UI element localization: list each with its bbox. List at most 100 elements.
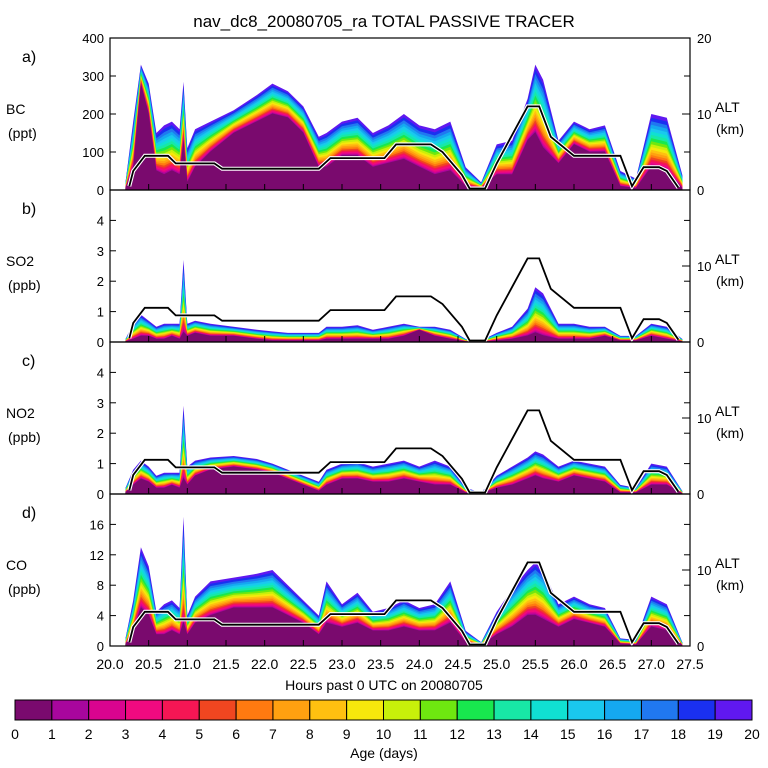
x-tick-label: 26.5 xyxy=(599,656,626,672)
y-tick-label: 1 xyxy=(97,457,104,472)
x-tick-label: 26.0 xyxy=(560,656,587,672)
colorbar-tick-label: 17 xyxy=(634,726,650,742)
x-tick-label: 24.0 xyxy=(406,656,433,672)
colorbar-swatch xyxy=(272,699,311,721)
colorbar-swatch xyxy=(14,699,53,721)
units-label: (ppt) xyxy=(8,125,37,141)
alt-tick-label: 10 xyxy=(697,259,711,274)
age-band-0 xyxy=(125,607,683,646)
alt-label: ALT xyxy=(715,403,740,419)
panel-tag: b) xyxy=(22,201,36,218)
x-tick-label: 25.0 xyxy=(483,656,510,672)
alt-tick-label: 10 xyxy=(697,563,711,578)
alt-tick-label: 0 xyxy=(697,183,704,198)
alt-tick-label: 0 xyxy=(697,335,704,350)
x-tick-label: 25.5 xyxy=(522,656,549,672)
x-tick-label: 27.5 xyxy=(676,656,703,672)
colorbar-tick-label: 9 xyxy=(343,726,351,742)
age-band-0 xyxy=(125,329,683,342)
age-band-0 xyxy=(125,83,683,190)
colorbar-tick-label: 13 xyxy=(486,726,502,742)
y-tick-label: 0 xyxy=(97,487,104,502)
colorbar-swatch xyxy=(161,699,200,721)
y-tick-label: 4 xyxy=(97,213,104,228)
panel-no2: 0 1 2 3 4 0 10 ALT (km) c) NO2 (ppb) xyxy=(6,341,744,502)
alt-unit-label: (km) xyxy=(716,577,744,593)
colorbar-swatch xyxy=(604,699,642,721)
colorbar-swatch xyxy=(530,699,569,721)
panel-tag: c) xyxy=(22,353,35,370)
age-bands xyxy=(125,405,683,494)
alt-tick-label: 0 xyxy=(697,639,704,654)
age-bands xyxy=(125,516,683,646)
colorbar: 0 1 2 3 4 5 6 7 8 9 10 11 12 13 14 15 16 17 18 19 20 xyxy=(11,699,760,742)
altitude-line xyxy=(128,561,680,646)
colorbar-swatch xyxy=(677,699,716,721)
y-tick-label: 3 xyxy=(97,396,104,411)
altitude-line xyxy=(128,257,680,342)
altitude-line xyxy=(128,105,680,190)
y-tick-label: 200 xyxy=(82,107,104,122)
colorbar-tick-label: 4 xyxy=(159,726,167,742)
alt-unit-label: (km) xyxy=(716,121,744,137)
x-tick-label: 20.0 xyxy=(96,656,123,672)
panel-tag: a) xyxy=(22,49,36,66)
colorbar-swatch xyxy=(346,699,384,721)
colorbar-swatch xyxy=(198,699,237,721)
alt-label: ALT xyxy=(715,555,740,571)
x-axis-title: Hours past 0 UTC on 20080705 xyxy=(285,677,483,693)
chart-title: nav_dc8_20080705_ra TOTAL PASSIVE TRACER xyxy=(193,12,574,31)
colorbar-swatch xyxy=(383,699,421,721)
x-tick-label: 27.0 xyxy=(638,656,665,672)
colorbar-swatch xyxy=(419,699,458,721)
alt-label: ALT xyxy=(715,251,740,267)
units-label: (ppb) xyxy=(8,277,41,293)
colorbar-swatch xyxy=(456,699,495,721)
panel-co: 0 4 8 12 16 0 10 ALT (km) d) CO (ppb) xyxy=(6,493,744,654)
colorbar-tick-label: 5 xyxy=(195,726,203,742)
x-tick-label: 23.0 xyxy=(328,656,355,672)
colorbar-tick-label: 19 xyxy=(707,726,723,742)
y-tick-label: 0 xyxy=(97,639,104,654)
colorbar-tick-label: 2 xyxy=(85,726,93,742)
age-bands xyxy=(125,64,683,190)
species-label: BC xyxy=(6,101,25,117)
age-bands xyxy=(125,256,683,342)
colorbar-tick-label: 8 xyxy=(306,726,314,742)
colorbar-tick-label: 20 xyxy=(744,726,760,742)
colorbar-tick-label: 1 xyxy=(48,726,56,742)
colorbar-swatch xyxy=(640,699,679,721)
colorbar-swatch xyxy=(714,699,753,721)
y-tick-label: 3 xyxy=(97,244,104,259)
y-tick-label: 1 xyxy=(97,305,104,320)
colorbar-tick-label: 16 xyxy=(597,726,613,742)
colorbar-tick-label: 10 xyxy=(376,726,392,742)
y-tick-label: 12 xyxy=(90,548,104,563)
x-tick-label: 24.5 xyxy=(444,656,471,672)
y-tick-label: 4 xyxy=(97,609,104,624)
x-tick-label: 23.5 xyxy=(367,656,394,672)
colorbar-swatch xyxy=(88,699,127,721)
y-tick-label: 4 xyxy=(97,365,104,380)
alt-tick-label: 10 xyxy=(697,411,711,426)
y-tick-label: 0 xyxy=(97,183,104,198)
colorbar-tick-label: 18 xyxy=(671,726,687,742)
colorbar-swatch xyxy=(125,699,163,721)
alt-unit-label: (km) xyxy=(716,425,744,441)
species-label: CO xyxy=(6,557,27,573)
colorbar-tick-label: 14 xyxy=(523,726,539,742)
y-tick-label: 2 xyxy=(97,426,104,441)
y-tick-label: 100 xyxy=(82,145,104,160)
panel-tag: d) xyxy=(22,505,36,522)
colorbar-swatch xyxy=(51,699,90,721)
colorbar-tick-label: 0 xyxy=(11,726,19,742)
colorbar-tick-label: 3 xyxy=(122,726,130,742)
units-label: (ppb) xyxy=(8,581,41,597)
colorbar-swatch xyxy=(493,699,532,721)
species-label: NO2 xyxy=(6,405,35,421)
panels-group: 010020030040001020ALT(km)a)BC(ppt)012340… xyxy=(6,31,744,672)
panel-bc: 0 100 200 300 400 0 10 20 ALT (km) a) BC (ppt) xyxy=(6,31,744,198)
panel-so2: 0 1 2 3 4 0 10 ALT (km) b) SO2 (ppb) xyxy=(6,189,744,350)
colorbar-tick-label: 6 xyxy=(232,726,240,742)
